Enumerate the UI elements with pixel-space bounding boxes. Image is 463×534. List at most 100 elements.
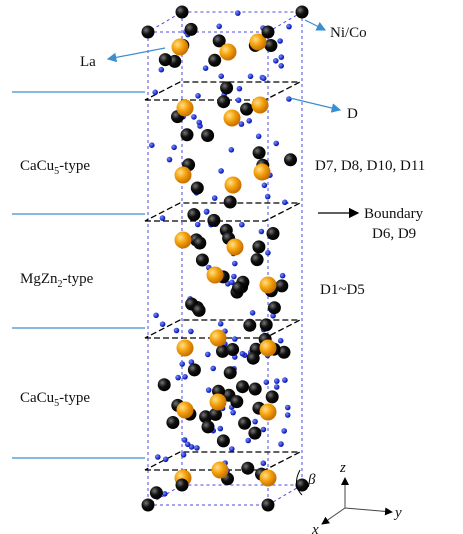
small-atom [228, 147, 235, 153]
la-label: La [80, 54, 96, 70]
axis-label: z [339, 460, 346, 476]
ni-co-atom [212, 34, 226, 48]
ni-co-atom [220, 81, 234, 95]
small-atom [217, 321, 224, 327]
small-atom [153, 312, 159, 319]
ni-co-atom [248, 382, 262, 396]
ni-co-atom [277, 345, 291, 359]
axis-label: x [311, 522, 319, 534]
small-atom [278, 441, 284, 447]
small-atom [261, 182, 268, 189]
small-atom [180, 452, 187, 458]
small-atom [218, 73, 224, 79]
ni-co-atom [252, 146, 266, 160]
small-atom [162, 456, 169, 463]
small-atom [286, 96, 292, 102]
small-atom [284, 412, 291, 418]
small-atom [194, 221, 201, 228]
ni-co-atom [158, 53, 172, 67]
ni-co-atom [187, 363, 201, 377]
ni-co-atom [175, 5, 189, 19]
la-atom [259, 276, 277, 294]
ni-co-atom [192, 303, 206, 317]
small-atom [191, 114, 197, 120]
d-label: D [347, 106, 358, 122]
small-atom [152, 89, 158, 96]
region-label: CaCu5-type [20, 158, 90, 177]
small-atom [173, 327, 180, 334]
la-atom [259, 403, 277, 421]
small-atom [194, 445, 200, 451]
small-atom [281, 428, 288, 434]
small-atom [210, 365, 216, 372]
ni-co-atom [208, 53, 222, 67]
small-atom [249, 310, 256, 316]
ni-co-atom [209, 407, 222, 421]
ni-co-atom [157, 378, 171, 392]
small-atom [284, 404, 291, 411]
la-atom [209, 329, 227, 347]
ni-co-atom [236, 380, 249, 394]
small-atom [265, 250, 271, 256]
ni-co-label: Ni/Co [330, 25, 367, 41]
unit-cell [146, 11, 304, 506]
small-atom [282, 199, 288, 206]
la-atom [176, 99, 194, 117]
la-atom [253, 163, 271, 181]
ni-co-atom [241, 461, 255, 475]
small-atom [260, 460, 267, 467]
pointer-arrows [106, 19, 342, 113]
ni-co-atom [217, 95, 231, 109]
small-atom [260, 75, 267, 82]
small-atom [264, 193, 271, 200]
small-atom [239, 350, 246, 357]
ni-co-atom [141, 498, 155, 512]
ni-co-atom [295, 478, 309, 492]
ni-co-atom [243, 318, 257, 332]
small-atom [158, 66, 165, 73]
la-atom [251, 96, 269, 114]
small-atom [179, 361, 185, 367]
ni-co-atom [265, 390, 279, 404]
small-atom [236, 85, 243, 92]
small-atom [188, 359, 195, 365]
small-atom [229, 279, 235, 286]
small-atom [155, 454, 161, 460]
small-atom [245, 437, 251, 444]
small-atom [239, 221, 245, 228]
boundary-label: Boundary [364, 206, 424, 222]
ni-co-atom [261, 498, 275, 512]
small-atom [286, 23, 292, 30]
small-atom [279, 272, 286, 279]
small-atom [270, 313, 276, 319]
small-atom [159, 321, 166, 328]
la-atom [219, 43, 237, 61]
ni-co-atom [141, 25, 155, 39]
ni-co-atom [275, 279, 289, 293]
angle-arc [296, 469, 303, 496]
region-lines [12, 91, 145, 459]
ni-co-atom [250, 253, 264, 267]
ni-co-atom [246, 351, 260, 365]
la-atom [223, 109, 241, 127]
small-atom [247, 73, 254, 80]
region-label: CaCu5-type [20, 390, 90, 409]
ni-co-atom [248, 426, 262, 440]
axis-label: y [393, 505, 402, 521]
small-atom [195, 93, 201, 99]
small-atom [232, 336, 238, 342]
la-atom [259, 469, 277, 487]
ni-co-atom [240, 102, 254, 116]
ni-co-atom [264, 39, 278, 52]
la-atom [174, 166, 192, 184]
ni-co-atom [223, 366, 237, 380]
small-atom [162, 491, 168, 497]
small-atom [149, 142, 155, 148]
small-atom [273, 384, 280, 390]
atoms [141, 5, 309, 512]
la-atom [174, 231, 192, 249]
small-atom [229, 446, 235, 452]
ni-co-atom [199, 410, 213, 424]
ni-co-atom [195, 253, 209, 267]
